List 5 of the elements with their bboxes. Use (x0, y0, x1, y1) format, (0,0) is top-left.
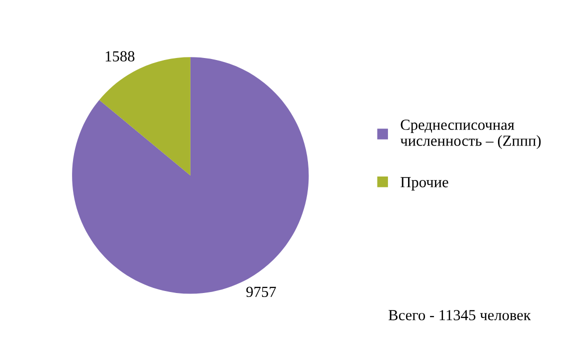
legend-label: Среднесписочная численность – (Zппп) (400, 120, 541, 149)
text: Всего - 11345 человек (388, 310, 531, 320)
legend-label: Прочие (400, 177, 448, 190)
data-label: 9757 (246, 286, 276, 298)
data-label: 1588 (106, 51, 134, 62)
